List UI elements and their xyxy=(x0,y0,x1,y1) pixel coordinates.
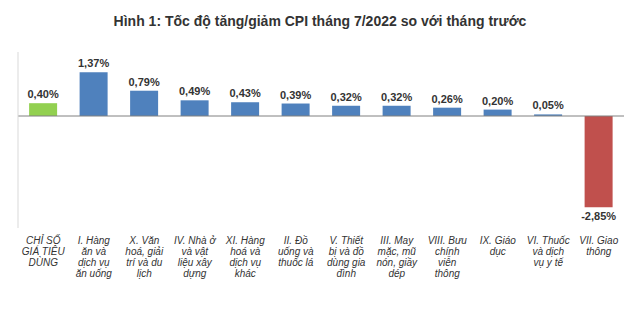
svg-text:III. Maymặc, mũnón, giầydép: III. Maymặc, mũnón, giầydép xyxy=(376,235,418,279)
svg-text:1,37%: 1,37% xyxy=(78,57,109,69)
svg-text:CHỈ SỐGIÁ TIÊUDÙNG: CHỈ SỐGIÁ TIÊUDÙNG xyxy=(22,234,66,268)
svg-text:IV. Nhà ởvà vậtliệu xâydựng: IV. Nhà ởvà vậtliệu xâydựng xyxy=(174,235,216,279)
svg-text:0,43%: 0,43% xyxy=(230,87,261,99)
svg-text:0,26%: 0,26% xyxy=(432,93,463,105)
svg-text:0,20%: 0,20% xyxy=(482,95,513,107)
svg-text:0,32%: 0,32% xyxy=(381,91,412,103)
svg-text:X. Vănhoá, giảitrí và dulịch: X. Vănhoá, giảitrí và dulịch xyxy=(125,235,164,279)
svg-text:XI. Hànghoá vàdịch vụkhác: XI. Hànghoá vàdịch vụkhác xyxy=(225,235,265,279)
svg-text:IX. Giáodục: IX. Giáodục xyxy=(480,235,517,257)
svg-text:V. Thiếtbị và đồdùng giađình: V. Thiếtbị và đồdùng giađình xyxy=(327,235,366,279)
svg-text:-2,85%: -2,85% xyxy=(581,210,616,222)
html-text:Hình 1: Tốc độ tăng/giảm CPI t: Hình 1: Tốc độ tăng/giảm CPI tháng 7/202… xyxy=(113,13,527,29)
svg-text:I. Hàngăn vàdịch vụăn uống: I. Hàngăn vàdịch vụăn uống xyxy=(76,235,113,279)
svg-text:VI. Thuốcvà dịchvụ y tế: VI. Thuốcvà dịchvụ y tế xyxy=(527,235,570,268)
svg-text:0,40%: 0,40% xyxy=(28,88,59,100)
svg-text:0,32%: 0,32% xyxy=(331,91,362,103)
svg-text:0,05%: 0,05% xyxy=(533,99,564,111)
svg-text:VIII. Bưuchínhviễnthông: VIII. Bưuchínhviễnthông xyxy=(428,235,468,279)
svg-text:0,39%: 0,39% xyxy=(280,89,311,101)
svg-text:VII. Giaothông: VII. Giaothông xyxy=(579,235,618,257)
svg-text:II. Đồuống vàthuốc lá: II. Đồuống vàthuốc lá xyxy=(278,235,314,268)
svg-text:0,49%: 0,49% xyxy=(179,85,210,97)
svg-text:0,79%: 0,79% xyxy=(129,76,160,88)
